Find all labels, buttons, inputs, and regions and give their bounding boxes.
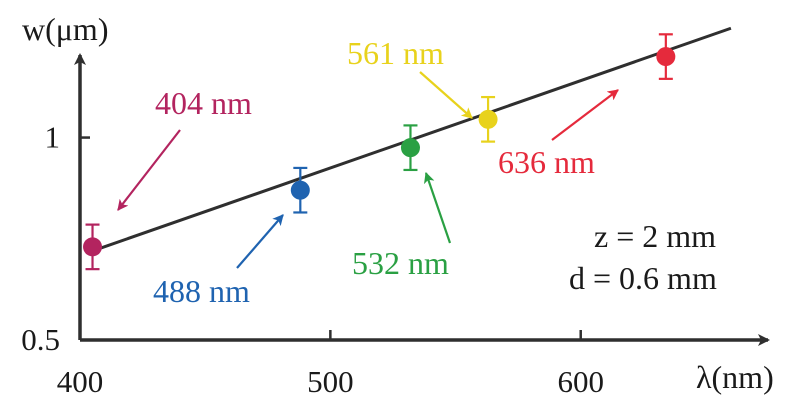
data-point	[656, 47, 676, 67]
data-point-group	[656, 33, 676, 80]
arrow-561nm	[419, 71, 473, 119]
x-ticks: 400 500 600	[57, 330, 604, 399]
data-point-group	[290, 166, 310, 214]
data-point	[400, 138, 420, 158]
arrow-488nm	[236, 214, 284, 269]
x-tick-label: 500	[307, 364, 354, 399]
arrow-532nm	[424, 171, 452, 244]
arrow-404nm	[117, 129, 181, 211]
annotation-z: z = 2 mm	[594, 218, 716, 254]
label-532nm: 532 nm	[352, 245, 449, 281]
label-488nm: 488 nm	[153, 273, 250, 309]
wavelength-annotations: 404 nm 488 nm 532 nm 561 nm 636 nm	[117, 35, 619, 309]
data-point	[478, 109, 498, 129]
label-561nm: 561 nm	[347, 35, 444, 71]
data-point	[290, 180, 310, 200]
x-tick-label: 400	[57, 364, 104, 399]
annotation-d: d = 0.6 mm	[569, 260, 717, 296]
y-tick-label: 1	[45, 120, 61, 155]
y-ticks: 0.51	[21, 120, 90, 357]
arrow-636nm	[551, 89, 619, 141]
data-point-group	[478, 95, 498, 143]
x-tick-label: 600	[557, 364, 604, 399]
data-points	[83, 33, 676, 271]
data-point-group	[400, 124, 420, 172]
label-404nm: 404 nm	[155, 85, 252, 121]
data-point	[83, 237, 103, 257]
y-tick-label: 0.5	[21, 322, 60, 357]
x-axis-title: λ(nm)	[696, 359, 774, 395]
label-636nm: 636 nm	[498, 144, 595, 180]
y-axis-title: w(μm)	[22, 11, 108, 47]
data-point-group	[83, 223, 103, 271]
